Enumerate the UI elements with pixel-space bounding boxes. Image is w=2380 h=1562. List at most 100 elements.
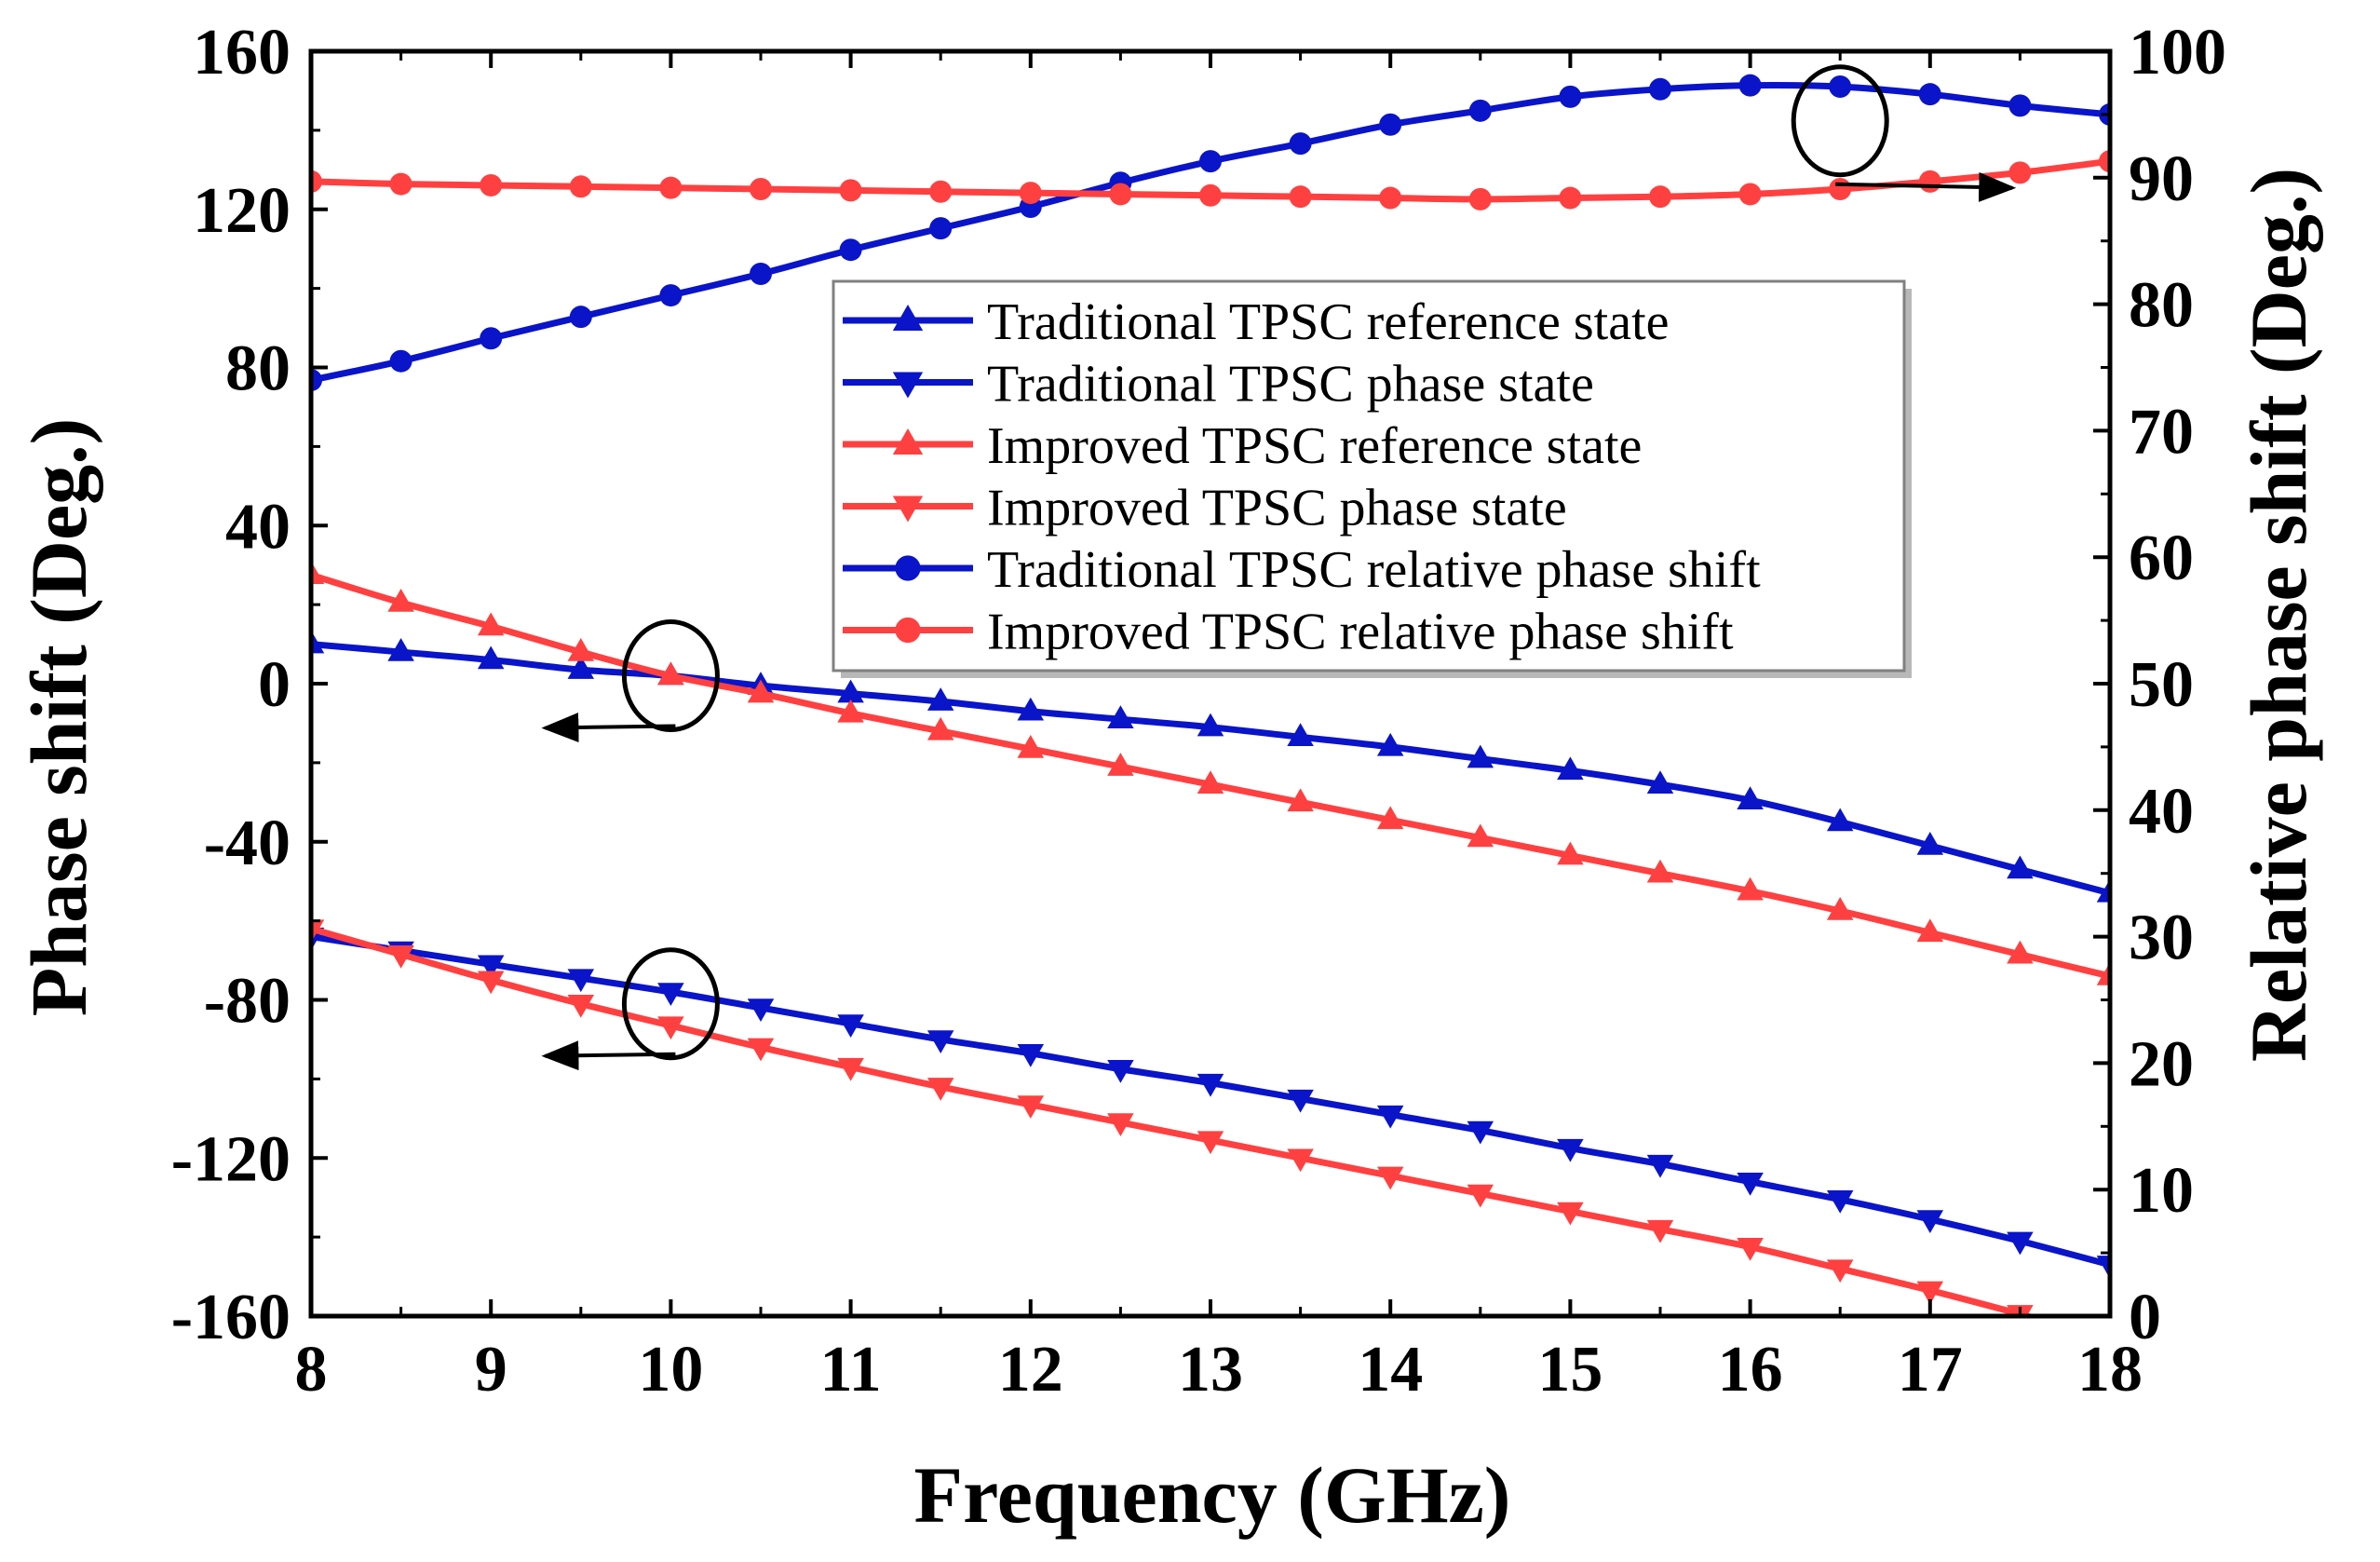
data-point [1197,1073,1224,1097]
data-point [747,679,775,703]
y-left-tick-label: 40 [225,491,291,563]
data-point [747,1038,775,1062]
data-point [1017,1095,1045,1119]
legend-entry: Traditional TPSC reference state [843,293,1670,351]
data-point [1017,1044,1045,1067]
data-point [1109,183,1132,206]
data-point [1107,705,1134,728]
annotation-arrow [541,712,676,742]
x-tick-label: 17 [1898,1334,1963,1406]
x-tick-label: 10 [638,1334,703,1406]
data-point [1199,183,1222,207]
data-point [1287,788,1314,812]
y-left-tick-label: -40 [204,808,291,879]
legend-label: Improved TPSC phase state [987,480,1567,537]
legend-entry: Traditional TPSC relative phase shift [843,541,1761,599]
data-point [659,176,683,199]
data-point [477,612,505,636]
data-point [1289,185,1312,209]
data-point [387,944,414,969]
data-point [311,170,322,193]
x-tick-label: 11 [820,1334,882,1406]
data-point [1918,83,1941,106]
data-point [1557,841,1584,865]
data-point [480,327,503,350]
data-point [1376,1105,1404,1129]
data-point [1916,1210,1944,1234]
x-tick-label: 16 [1718,1334,1783,1406]
data-point [929,180,953,203]
data-point [926,687,954,711]
y-left-tick-label: -80 [204,966,291,1038]
annotation-layer [541,64,2017,1071]
data-point [477,971,505,995]
data-point [387,638,414,661]
data-point [1017,697,1045,721]
data-point [1379,186,1402,210]
data-point [839,238,862,262]
legend-marker [892,372,924,399]
legend-entry: Traditional TPSC phase state [843,356,1594,414]
legend-label: Improved TPSC relative phase shift [987,604,1734,661]
data-point [1467,1184,1494,1208]
data-point [1289,132,1312,156]
data-point [2096,878,2110,903]
data-point [1559,186,1582,210]
data-point [1107,753,1134,776]
legend-marker [892,496,924,523]
data-point [2096,1256,2110,1279]
data-point [1197,770,1224,794]
data-point [567,638,595,661]
legend-marker [892,428,924,455]
data-point [926,716,954,740]
data-point [657,661,684,686]
series-1 [311,927,2110,1279]
data-point [1467,823,1494,848]
series-layer [311,74,2110,1316]
data-point [1197,713,1224,737]
data-point [926,1030,954,1053]
legend-marker [895,617,921,644]
annotation-arrow [541,1040,676,1071]
legend-entry: Improved TPSC reference state [843,417,1642,475]
data-point [1916,1281,1944,1305]
data-point [1287,723,1314,747]
data-point [1916,918,1944,943]
legend-label: Traditional TPSC reference state [987,293,1670,351]
data-point [567,656,595,679]
legend-label: Traditional TPSC phase state [987,356,1594,414]
x-tick-label: 15 [1537,1334,1602,1406]
data-point [1649,77,1671,101]
x-tick-label: 18 [2077,1334,2143,1406]
legend-entry: Improved TPSC relative phase shift [843,604,1734,661]
data-point [1467,744,1494,768]
data-point [389,172,412,196]
data-point [837,1057,864,1081]
y-right-tick-label: 50 [2129,649,2194,721]
data-point [1468,99,1492,122]
data-point [1646,1154,1674,1178]
legend-label: Traditional TPSC relative phase shift [987,541,1761,599]
data-point [1826,1190,1854,1214]
data-point [2099,150,2110,173]
data-point [569,175,592,198]
data-point [659,284,683,307]
data-point [1017,735,1045,758]
data-point [1287,1148,1314,1173]
data-point [2007,855,2034,879]
legend: Traditional TPSC reference stateTraditio… [832,279,1912,678]
data-point [1557,1202,1584,1226]
y-left-tick-label: 0 [258,649,291,721]
annotation-ellipse [621,619,720,733]
y-right-tick-label: 70 [2129,396,2194,468]
y-left-tick-label: 80 [225,333,291,405]
y-axis-left-title: Phase shift (Deg.) [14,418,103,1017]
data-point [1737,876,1764,901]
data-point [1829,75,1852,99]
data-point [1379,113,1402,136]
annotation-2 [541,947,720,1071]
y-left-tick-label: 120 [193,175,291,247]
axes-layer: 8 9 10 11 12 13 14 15 16 17 18 160 120 80 40 0 -40 -80 -12… [171,17,2226,1406]
data-point [1826,897,1854,920]
